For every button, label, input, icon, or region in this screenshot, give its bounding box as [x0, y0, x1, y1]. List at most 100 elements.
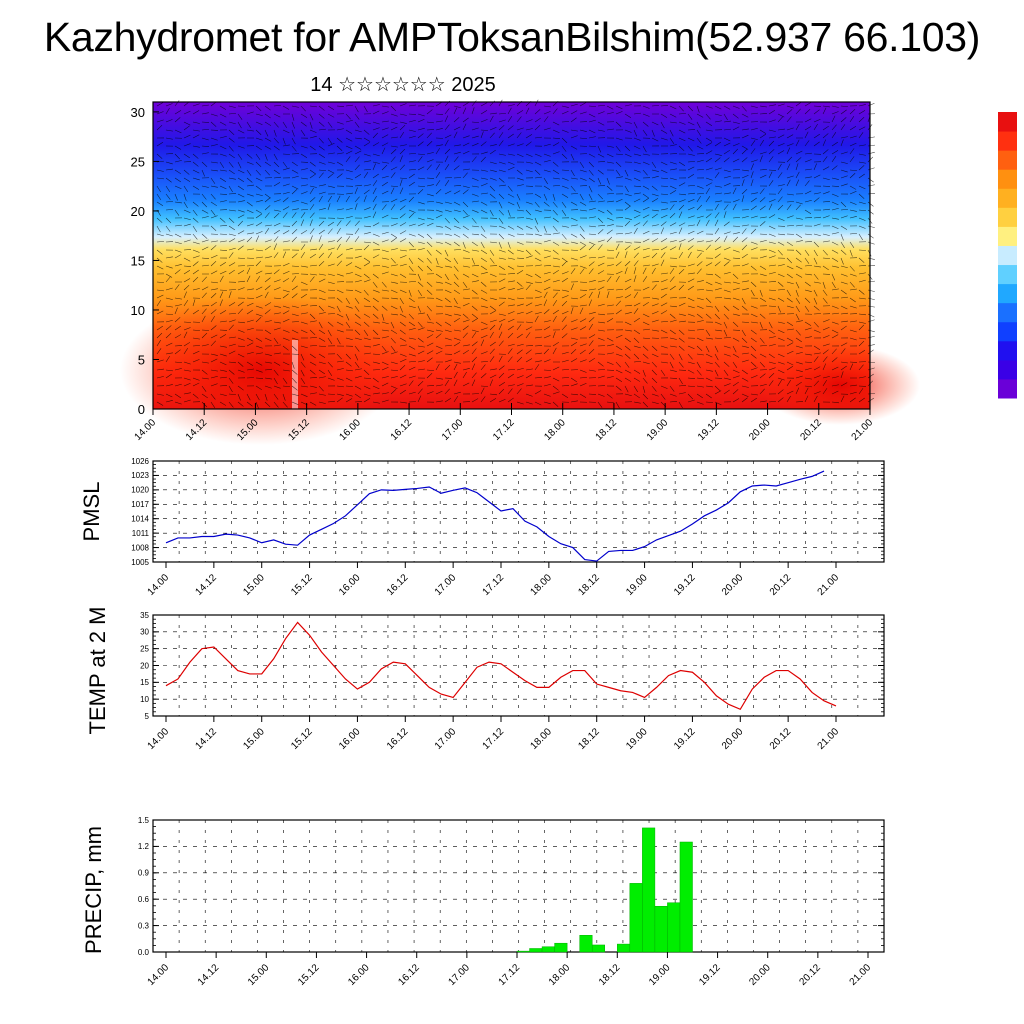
- wind-barb: [444, 164, 450, 171]
- wind-barb: [561, 289, 569, 292]
- chart-subtitle: 14 ☆☆☆☆☆☆ 2025: [310, 74, 496, 96]
- wind-barb: [363, 153, 371, 157]
- wind-barb: [777, 217, 785, 221]
- wind-barb: [858, 104, 866, 107]
- wind-barb: [750, 305, 758, 309]
- wind-barb: [633, 192, 641, 195]
- wind-barb: [273, 269, 280, 275]
- colorbar-swatch: [998, 264, 1017, 285]
- wind-barb: [471, 249, 479, 252]
- wind-barb: [615, 300, 621, 307]
- wind-barb: [804, 159, 812, 163]
- wind-barb: [858, 225, 866, 229]
- wind-barb: [633, 137, 641, 141]
- wind-barb: [246, 236, 253, 243]
- wind-barb: [534, 296, 542, 299]
- wind-barb: [723, 149, 731, 155]
- wind-barb: [426, 241, 433, 247]
- wind-barb: [687, 272, 695, 275]
- wind-barb: [327, 321, 334, 327]
- wind-barb: [318, 220, 325, 227]
- wind-barb: [777, 264, 785, 267]
- wind-barb: [156, 111, 164, 115]
- wind-barb: [336, 227, 341, 235]
- wind-barb: [201, 152, 209, 155]
- wind-barb: [795, 171, 800, 179]
- wind-barb: [309, 320, 317, 323]
- wind-barb: [309, 276, 315, 283]
- wind-barb: [597, 193, 603, 200]
- wind-barb: [570, 185, 576, 192]
- wind-barb: [741, 305, 748, 311]
- wind-barb: [795, 249, 802, 255]
- wind-barb: [588, 105, 596, 107]
- wind-barb: [669, 305, 677, 308]
- wind-barb: [831, 185, 840, 187]
- precip-panel: 0.00.30.60.91.21.514.00 14.12 15.00 15.12 16…: [81, 816, 885, 988]
- wind-barb: [336, 208, 344, 211]
- wind-barb: [480, 225, 486, 232]
- wind-barb: [192, 145, 200, 148]
- wind-barb: [327, 105, 335, 110]
- wind-barb: [651, 224, 659, 227]
- wind-barb: [273, 182, 281, 187]
- wind-barb: [867, 265, 875, 267]
- wind-barb: [291, 175, 299, 179]
- wind-barb: [354, 265, 362, 270]
- wind-barb: [561, 169, 570, 171]
- wind-barb: [525, 161, 533, 164]
- wind-barb: [201, 185, 209, 188]
- wind-barb: [174, 264, 182, 267]
- wind-barb: [642, 145, 647, 153]
- wind-barb: [408, 233, 416, 237]
- wind-barb: [705, 167, 713, 171]
- wind-barb: [642, 276, 648, 283]
- wind-barb: [165, 313, 173, 316]
- wind-barb: [678, 182, 686, 187]
- wind-barb: [192, 121, 200, 124]
- wind-barb: [480, 289, 488, 294]
- wind-barb: [840, 151, 848, 155]
- wind-barb: [669, 231, 677, 235]
- wind-barb: [543, 271, 551, 275]
- wind-barb: [741, 215, 749, 219]
- wind-barb: [471, 121, 479, 123]
- wind-barb: [723, 211, 727, 219]
- wind-barb: [732, 287, 740, 291]
- wind-barb: [588, 177, 595, 183]
- wind-barb: [210, 144, 218, 147]
- wind-barb: [444, 273, 449, 281]
- wind-barb: [588, 113, 596, 118]
- precip-x-tick-label: 19.00: [647, 962, 673, 988]
- wind-barb: [597, 200, 605, 203]
- wind-barb: [507, 116, 513, 123]
- wind-barb: [264, 169, 270, 176]
- wind-barb: [426, 159, 434, 163]
- wind-barb: [264, 239, 272, 243]
- wind-barb: [849, 241, 855, 248]
- wind-barb: [705, 262, 713, 267]
- wind-barb: [498, 286, 506, 291]
- wind-barb: [264, 329, 271, 335]
- wind-barb: [723, 221, 730, 227]
- wind-barb: [660, 129, 668, 134]
- wind-barb: [867, 167, 875, 171]
- wind-barb: [678, 222, 686, 227]
- wind-barb: [750, 321, 758, 324]
- wind-barb: [651, 281, 660, 283]
- wind-barb: [588, 129, 596, 134]
- wind-barb: [858, 144, 866, 147]
- wind-barb: [264, 245, 271, 251]
- wind-barb: [390, 156, 396, 163]
- wind-barb: [318, 161, 326, 165]
- wind-barb: [201, 239, 209, 243]
- wind-barb: [444, 209, 452, 213]
- wind-barb: [462, 313, 469, 319]
- wind-barb: [777, 113, 785, 118]
- wind-barb: [759, 105, 767, 108]
- wind-barb: [336, 173, 343, 179]
- wind-barb: [174, 249, 182, 253]
- wind-barb: [840, 175, 848, 179]
- temp-x-tick-label: 18.00: [529, 726, 555, 752]
- wind-barb: [237, 193, 245, 198]
